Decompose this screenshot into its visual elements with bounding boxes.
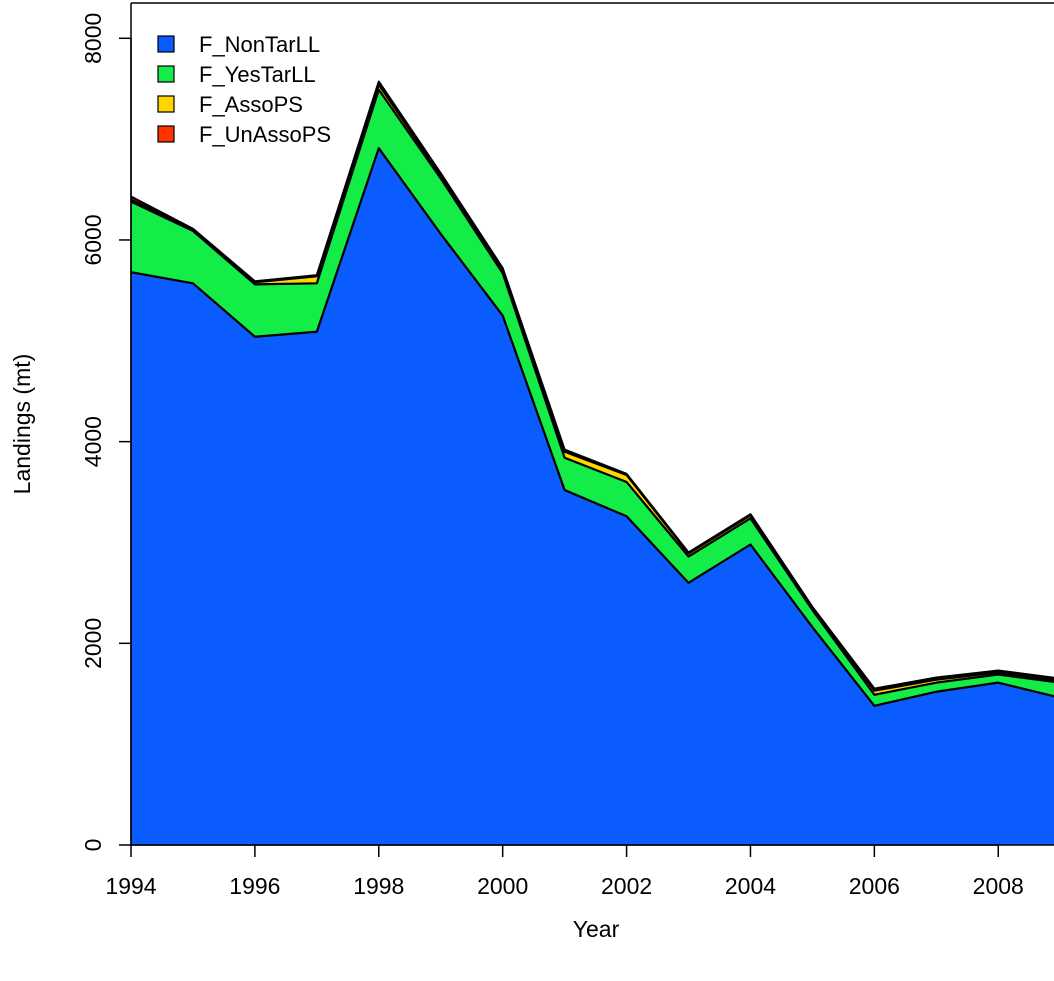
line-f-yestarll	[131, 88, 1054, 696]
x-tick-label-2000: 2000	[477, 873, 528, 899]
legend-label-f-nontarll: F_NonTarLL	[199, 32, 320, 57]
area-f-nontarll	[131, 148, 1054, 845]
legend-swatch-f-unassops	[157, 125, 175, 143]
legend-item-f-nontarll: F_NonTarLL	[157, 32, 320, 57]
legend-item-f-yestarll: F_YesTarLL	[157, 62, 316, 87]
y-tick-label-6000: 6000	[80, 214, 106, 265]
x-tick-label-1994: 1994	[105, 873, 156, 899]
legend: F_NonTarLL F_YesTarLL F_AssoPS F_UnAssoPS	[157, 32, 331, 147]
y-axis: 0 2000 4000 6000 8000	[80, 13, 132, 852]
outline-layer	[131, 80, 1054, 707]
x-tick-label-1998: 1998	[353, 873, 404, 899]
y-tick-label-4000: 4000	[80, 416, 106, 467]
x-tick-label-2008: 2008	[973, 873, 1024, 899]
legend-item-f-unassops: F_UnAssoPS	[157, 122, 331, 147]
y-tick-label-2000: 2000	[80, 618, 106, 669]
line-f-nontarll	[131, 147, 1054, 707]
x-axis-title: Year	[573, 916, 620, 942]
x-tick-label-2006: 2006	[849, 873, 900, 899]
legend-label-f-assops: F_AssoPS	[199, 92, 303, 117]
line-f-unassops	[131, 80, 1054, 690]
legend-swatch-f-nontarll	[157, 35, 175, 53]
x-axis: 1994 1996 1998 2000 2002 2004 2006 2008	[105, 844, 1024, 899]
y-tick-label-8000: 8000	[80, 13, 106, 64]
y-tick-label-0: 0	[80, 839, 106, 852]
y-axis-title: Landings (mt)	[9, 354, 35, 495]
x-tick-label-1996: 1996	[229, 873, 280, 899]
areas-layer	[131, 81, 1054, 845]
legend-swatch-f-yestarll	[157, 65, 175, 83]
x-tick-label-2002: 2002	[601, 873, 652, 899]
legend-label-f-unassops: F_UnAssoPS	[199, 122, 331, 147]
x-tick-label-2004: 2004	[725, 873, 776, 899]
legend-label-f-yestarll: F_YesTarLL	[199, 62, 316, 87]
legend-item-f-assops: F_AssoPS	[157, 92, 303, 117]
legend-swatch-f-assops	[157, 95, 175, 113]
